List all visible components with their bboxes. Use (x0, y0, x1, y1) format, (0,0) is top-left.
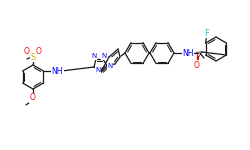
Text: S: S (30, 52, 36, 62)
Text: O: O (24, 48, 30, 57)
Text: F: F (204, 28, 209, 38)
Text: O: O (30, 93, 36, 102)
Text: N: N (108, 63, 112, 69)
Text: N: N (102, 53, 106, 59)
Text: N: N (96, 67, 100, 73)
Text: NH: NH (182, 48, 194, 57)
Text: O: O (36, 48, 42, 57)
Text: N: N (92, 53, 96, 59)
Text: NH: NH (52, 66, 63, 75)
Text: O: O (194, 60, 200, 69)
